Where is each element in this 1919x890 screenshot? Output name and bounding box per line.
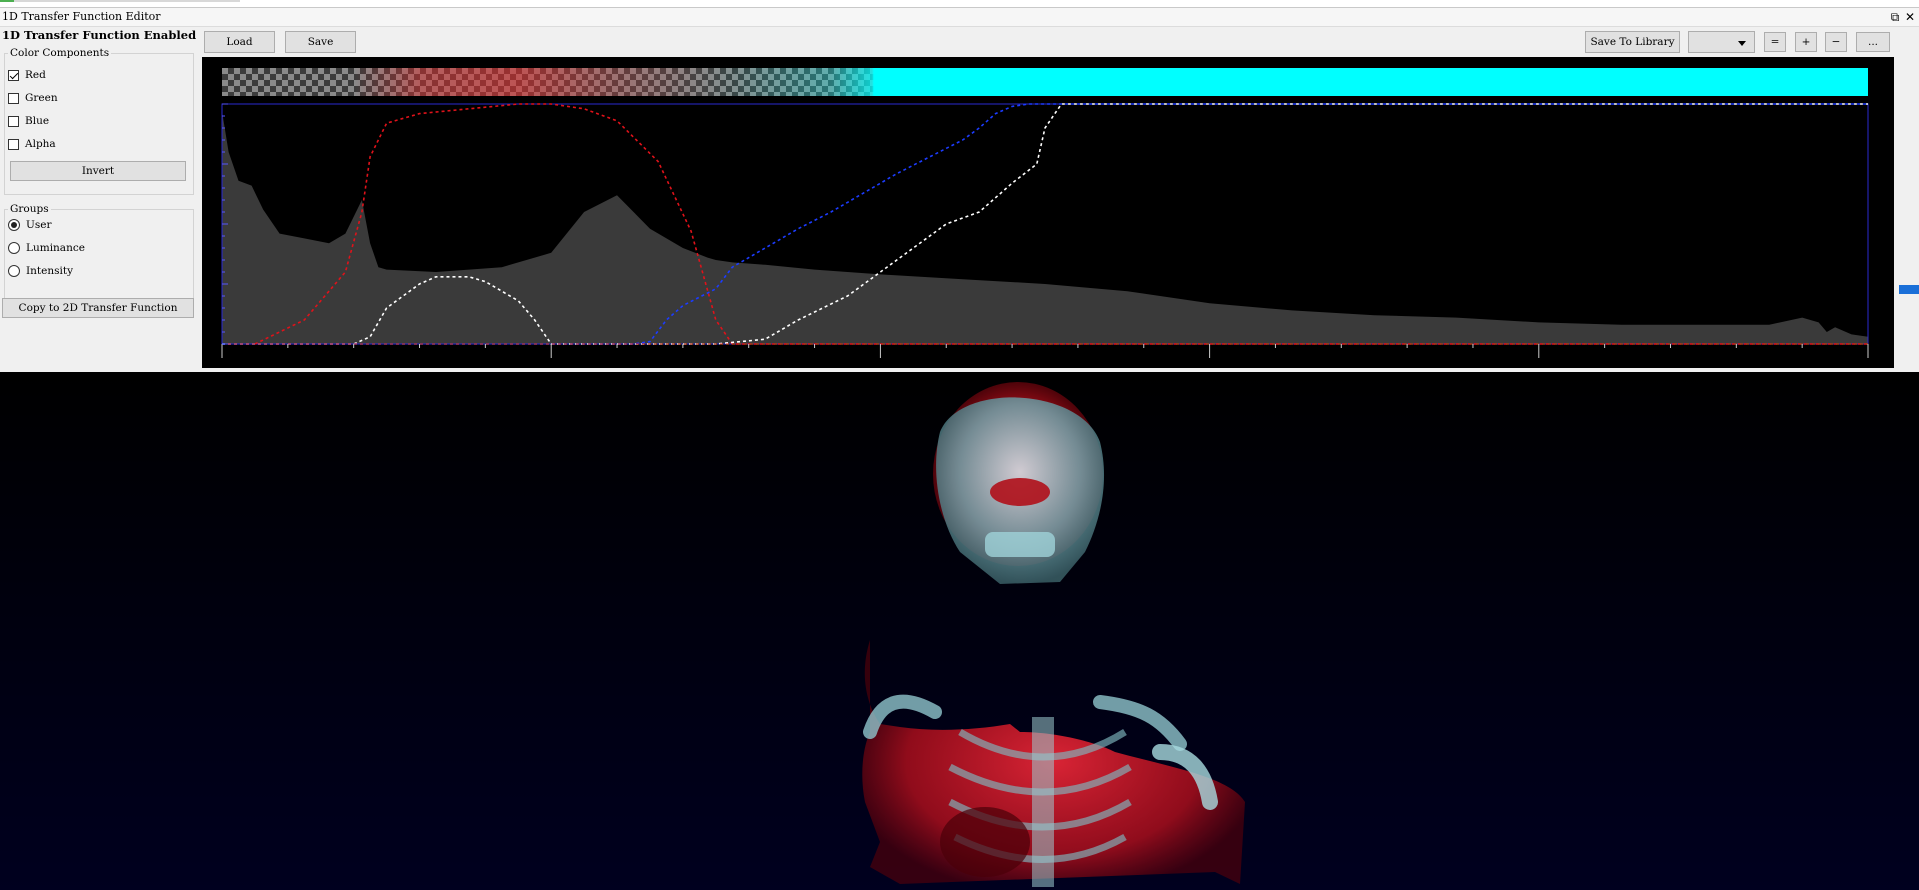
volume-render-svg [862,382,1245,887]
top-strip [0,0,1919,7]
radio-user-label: User [26,219,52,231]
checkbox-red-label: Red [25,69,46,81]
enabled-label: 1D Transfer Function Enabled [2,28,197,42]
transfer-function-canvas[interactable] [202,57,1894,368]
transfer-function-plot[interactable] [220,102,1872,360]
checkbox-red-box[interactable] [8,69,19,81]
checkbox-green[interactable]: Green [8,90,58,106]
radio-user[interactable]: User [8,217,51,233]
radio-intensity-dot[interactable] [8,265,20,277]
teeth-shape [985,532,1055,557]
close-icon[interactable]: ✕ [1904,10,1916,24]
groups-title: Groups [8,203,51,215]
radio-luminance-dot[interactable] [8,242,20,254]
torso-render [862,382,1245,887]
shoulder-bone-shape [1152,744,1218,810]
checkbox-green-label: Green [25,92,58,104]
save-to-library-button[interactable]: Save To Library [1585,31,1680,53]
radio-user-dot[interactable] [8,219,20,231]
volume-render-view[interactable] [0,372,1919,890]
equal-button[interactable]: = [1764,32,1786,52]
color-gradient-bar [222,68,1868,96]
top-tab-strip [0,0,240,2]
left-panel: 1D Transfer Function Enabled Color Compo… [0,27,198,369]
alpha-curve [222,103,1868,345]
gradient-overlay [222,68,1868,96]
right-gutter [1896,27,1919,369]
load-button[interactable]: Load [204,31,275,53]
checkbox-blue-box[interactable] [8,115,19,127]
checkbox-alpha-label: Alpha [25,138,56,150]
library-select[interactable] [1688,31,1755,53]
histogram-area [222,111,1868,344]
color-components-title: Color Components [8,47,112,59]
plus-button[interactable]: + [1795,32,1817,52]
chevron-down-icon [1738,41,1746,46]
restore-icon[interactable]: ⧉ [1890,10,1900,24]
blue-curve [222,103,1868,345]
red-curve [254,103,1868,345]
checkbox-red[interactable]: Red [8,67,46,83]
radio-intensity[interactable]: Intensity [8,263,73,279]
more-button[interactable]: ... [1856,32,1890,52]
radio-luminance[interactable]: Luminance [8,240,85,256]
radio-intensity-label: Intensity [26,265,74,277]
editor-titlebar: 1D Transfer Function Editor ⧉ ✕ [0,8,1919,27]
top-accent [0,0,14,2]
checkbox-alpha-box[interactable] [8,138,19,150]
checkbox-alpha[interactable]: Alpha [8,136,56,152]
radio-luminance-label: Luminance [26,242,85,254]
dark-organ-shape [940,807,1030,877]
clavicle-shape [863,694,1187,751]
window-title: 1D Transfer Function Editor [2,10,161,23]
eye-socket-shape [990,478,1050,506]
save-button[interactable]: Save [285,31,356,53]
scroll-handle[interactable] [1899,285,1919,294]
copy-to-2d-button[interactable]: Copy to 2D Transfer Function [2,298,194,318]
invert-button[interactable]: Invert [10,161,186,181]
spine-shape [1032,717,1054,887]
checkbox-blue-label: Blue [25,115,50,127]
checkbox-green-box[interactable] [8,92,19,104]
minus-button[interactable]: − [1825,32,1847,52]
transfer-function-editor-panel: 1D Transfer Function Editor ⧉ ✕ 1D Trans… [0,7,1919,373]
editor-toolbar: Load Save Save To Library = + − ... [198,27,1898,59]
checkbox-blue[interactable]: Blue [8,113,49,129]
